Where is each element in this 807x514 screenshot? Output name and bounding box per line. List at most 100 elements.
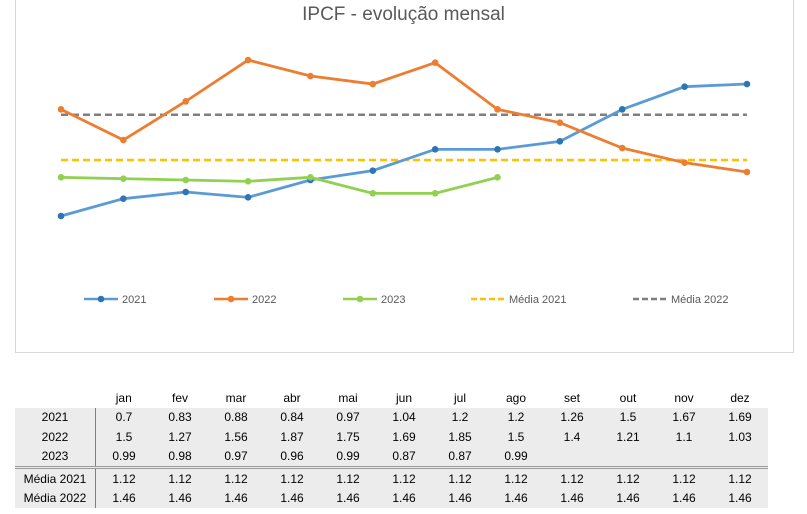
table-cell: 0.99 xyxy=(320,446,376,468)
series-line xyxy=(60,82,748,218)
corner-cell xyxy=(15,388,96,408)
data-point xyxy=(556,119,564,126)
data-point xyxy=(120,195,127,202)
legend-marker xyxy=(356,295,364,303)
data-point xyxy=(431,190,439,197)
legend-item: 2023 xyxy=(343,294,405,306)
table-cell: 1.12 xyxy=(95,466,152,489)
table-cell: 1.12 xyxy=(152,466,208,489)
column-header: jan xyxy=(115,390,132,405)
line-chart: 2021 2022 2023 Média 2021 Média 2022 xyxy=(57,56,751,306)
table-cell: 1.12 xyxy=(320,466,376,489)
data-point xyxy=(431,59,439,67)
row-label: Média 2021 xyxy=(15,466,96,489)
table-row: 2021 0.7 0.83 0.88 0.84 0.97 1.04 1.2 1.2 1.26 1.5… xyxy=(15,407,768,427)
table-cell: 0.87 xyxy=(376,446,432,468)
table-cell: 1.03 xyxy=(712,427,768,447)
table-cell: 1.87 xyxy=(264,427,320,447)
legend-label: 2023 xyxy=(381,294,405,306)
table-cell: 1.12 xyxy=(656,466,712,489)
row-label: Média 2022 xyxy=(15,488,96,508)
legend-item: 2022 xyxy=(214,294,276,306)
table-cell: 1.12 xyxy=(208,466,264,489)
data-point xyxy=(307,174,314,181)
table-cell: 0.84 xyxy=(264,407,320,427)
chart-title: IPCF - evolução mensal xyxy=(302,4,505,25)
row-label: 2022 xyxy=(15,427,96,447)
data-point xyxy=(57,174,65,181)
chart-area xyxy=(15,0,794,353)
table-cell: 1.46 xyxy=(264,488,320,508)
table-row: 2022 1.5 1.27 1.56 1.87 1.75 1.69 1.85 1.5 1.4 1.2… xyxy=(15,427,768,447)
legend-label: 2022 xyxy=(252,294,276,306)
data-point xyxy=(494,106,501,113)
table-cell: 1.85 xyxy=(432,427,488,447)
data-point xyxy=(369,80,377,88)
table-cell: 1.46 xyxy=(544,488,600,508)
data-point xyxy=(556,138,564,145)
column-header: jun xyxy=(395,390,412,405)
table-cell: 0.99 xyxy=(95,446,152,468)
table-cell xyxy=(600,446,656,468)
table-cell: 1.12 xyxy=(544,466,600,489)
table-cell: 1.46 xyxy=(432,488,488,508)
table-cell: 1.2 xyxy=(488,407,544,427)
legend-item: 2021 xyxy=(84,294,146,306)
column-header: ago xyxy=(505,390,527,405)
table-cell: 1.27 xyxy=(152,427,208,447)
table-cell: 1.75 xyxy=(320,427,376,447)
data-point xyxy=(618,106,626,113)
data-point xyxy=(182,176,190,184)
data-point xyxy=(743,80,751,88)
table-cell: 1.5 xyxy=(600,407,656,427)
table-cell: 1.46 xyxy=(712,488,768,508)
column-header: out xyxy=(619,390,637,405)
data-point xyxy=(431,146,439,153)
data-point xyxy=(57,212,65,220)
legend-item: Média 2022 xyxy=(633,294,729,306)
data-point xyxy=(244,56,252,64)
column-header: abr xyxy=(283,390,301,405)
table-cell: 1.69 xyxy=(376,427,432,447)
table-row: 2023 0.99 0.98 0.97 0.96 0.99 0.87 0.87 0.99 xyxy=(15,446,768,468)
legend-label: 2021 xyxy=(122,294,146,306)
table-cell: 1.46 xyxy=(488,488,544,508)
series-2023 xyxy=(57,174,501,197)
data-point xyxy=(120,136,127,144)
series-line xyxy=(60,175,498,195)
table-cell xyxy=(656,446,712,468)
table-cell: 1.4 xyxy=(544,427,600,447)
table-cell: 0.87 xyxy=(432,446,488,468)
table-cell: 0.96 xyxy=(264,446,320,468)
column-header: mar xyxy=(225,390,247,405)
series-2022 xyxy=(57,56,751,176)
table-cell: 1.12 xyxy=(600,466,656,489)
legend-item: Média 2021 xyxy=(471,294,567,306)
table-cell: 1.46 xyxy=(320,488,376,508)
table-cell: 1.12 xyxy=(264,466,320,489)
table-cell: 1.46 xyxy=(600,488,656,508)
data-point xyxy=(618,144,626,152)
table-cell: 1.5 xyxy=(95,427,152,447)
data-point xyxy=(244,194,252,201)
table-header: jan fev mar abr mai jun jul ago set out nov dez xyxy=(15,388,768,408)
data-point xyxy=(681,83,688,90)
table-cell: 1.46 xyxy=(656,488,712,508)
series-2021 xyxy=(57,80,751,220)
legend-marker xyxy=(227,295,235,303)
table-row: Média 2022 1.46 1.46 1.46 1.46 1.46 1.46 1.46 1.… xyxy=(15,488,768,508)
data-point xyxy=(182,98,190,105)
table-cell: 1.12 xyxy=(432,466,488,489)
data-point xyxy=(182,188,190,196)
table-cell: 1.04 xyxy=(376,407,432,427)
data-point xyxy=(494,146,501,153)
table-cell: 1.12 xyxy=(488,466,544,489)
column-header: nov xyxy=(674,390,694,405)
data-point xyxy=(57,106,65,113)
table-cell: 1.12 xyxy=(712,466,768,489)
legend-label: Média 2021 xyxy=(509,294,567,306)
row-label: 2021 xyxy=(15,407,96,427)
table-cell: 1.56 xyxy=(208,427,264,447)
data-point xyxy=(743,168,751,176)
table-cell: 1.46 xyxy=(208,488,264,508)
